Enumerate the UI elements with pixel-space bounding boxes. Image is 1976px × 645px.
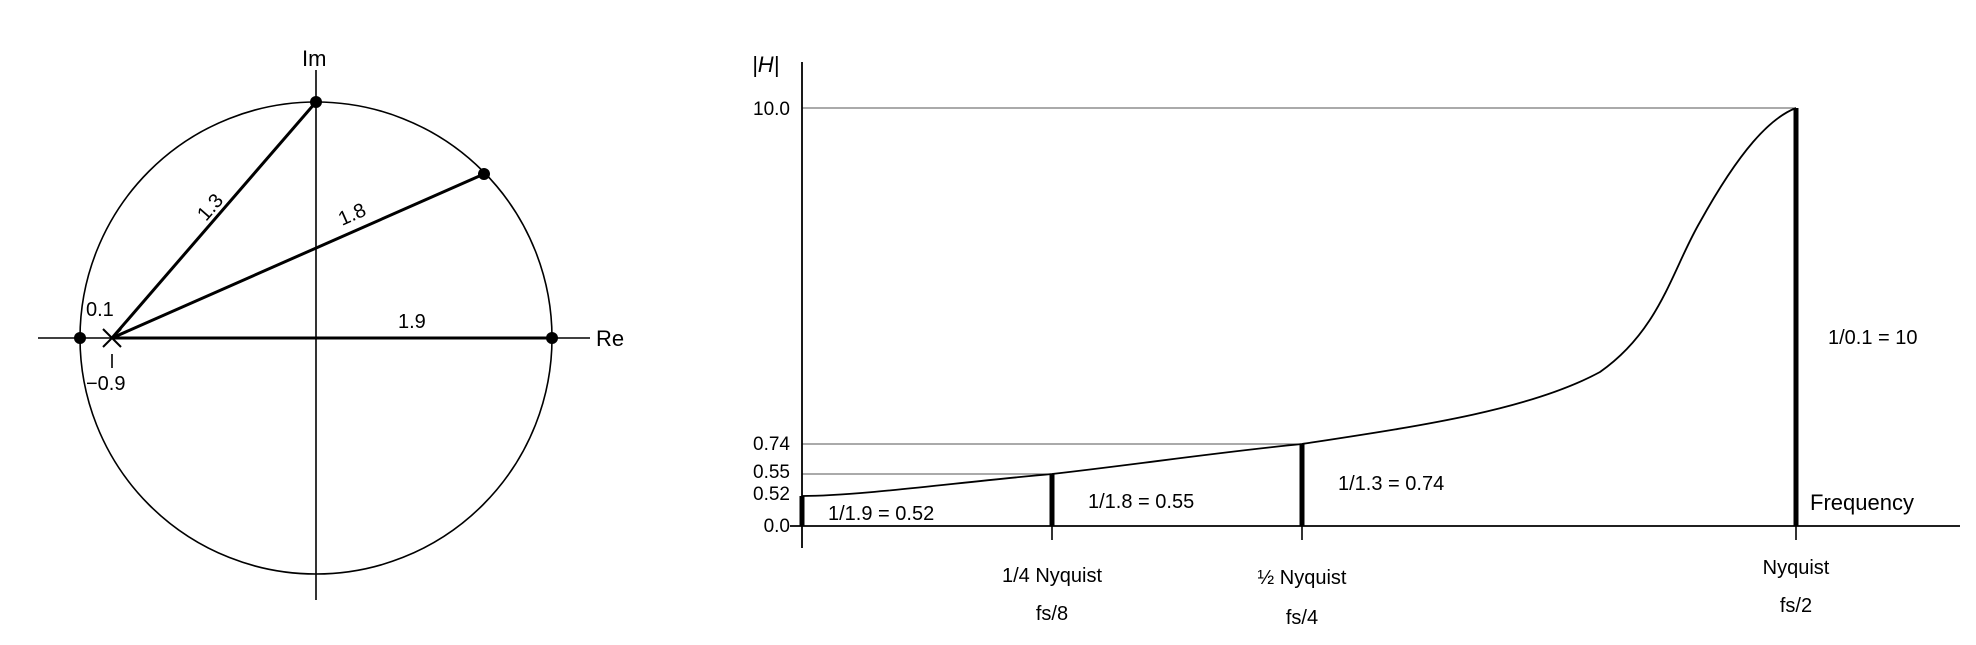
x-label-quarter-line2: fs/8 (1036, 603, 1068, 625)
distance-label-1-3: 1.3 (193, 190, 228, 225)
x-label-half-line2: fs/4 (1286, 607, 1318, 629)
point-top (310, 96, 322, 108)
bar-label-quarter: 1/1.8 = 0.55 (1088, 491, 1194, 513)
im-axis-label: Im (302, 46, 326, 71)
y-tick-0-52: 0.52 (753, 484, 790, 505)
x-label-nyquist-line1: Nyquist (1763, 557, 1830, 579)
re-axis-label: Re (596, 326, 624, 351)
y-axis-label: |H| (752, 52, 779, 77)
zero-value-label: −0.9 (86, 373, 125, 395)
x-label-nyquist-line2: fs/2 (1780, 595, 1812, 617)
x-label-half-line1: ½ Nyquist (1258, 567, 1347, 589)
distance-line-1-8 (111, 172, 485, 340)
distance-label-1-9: 1.9 (398, 311, 426, 333)
y-tick-0-55: 0.55 (753, 462, 790, 483)
pole-marker (102, 328, 122, 348)
x-label-quarter-line1: 1/4 Nyquist (1002, 565, 1102, 587)
pole-value-label: 0.1 (86, 299, 114, 321)
y-tick-10: 10.0 (753, 99, 790, 120)
point-left (74, 332, 86, 344)
point-upper-right (478, 168, 490, 180)
bar-label-half: 1/1.3 = 0.74 (1338, 473, 1444, 495)
point-right (546, 332, 558, 344)
x-axis-label: Frequency (1810, 490, 1914, 515)
y-tick-0: 0.0 (764, 516, 790, 537)
magnitude-plot: |H| Frequency 10.0 0.74 0.55 0.52 0.0 1/… (752, 52, 1960, 629)
y-tick-0-74: 0.74 (753, 434, 790, 455)
bar-label-nyquist: 1/0.1 = 10 (1828, 327, 1918, 349)
pole-zero-plot: Im Re 0.1 −0.9 1.3 1.8 1.9 (38, 46, 624, 600)
magnitude-curve (801, 107, 1797, 497)
distance-line-1-3 (110, 101, 318, 339)
bar-label-dc: 1/1.9 = 0.52 (828, 503, 934, 525)
